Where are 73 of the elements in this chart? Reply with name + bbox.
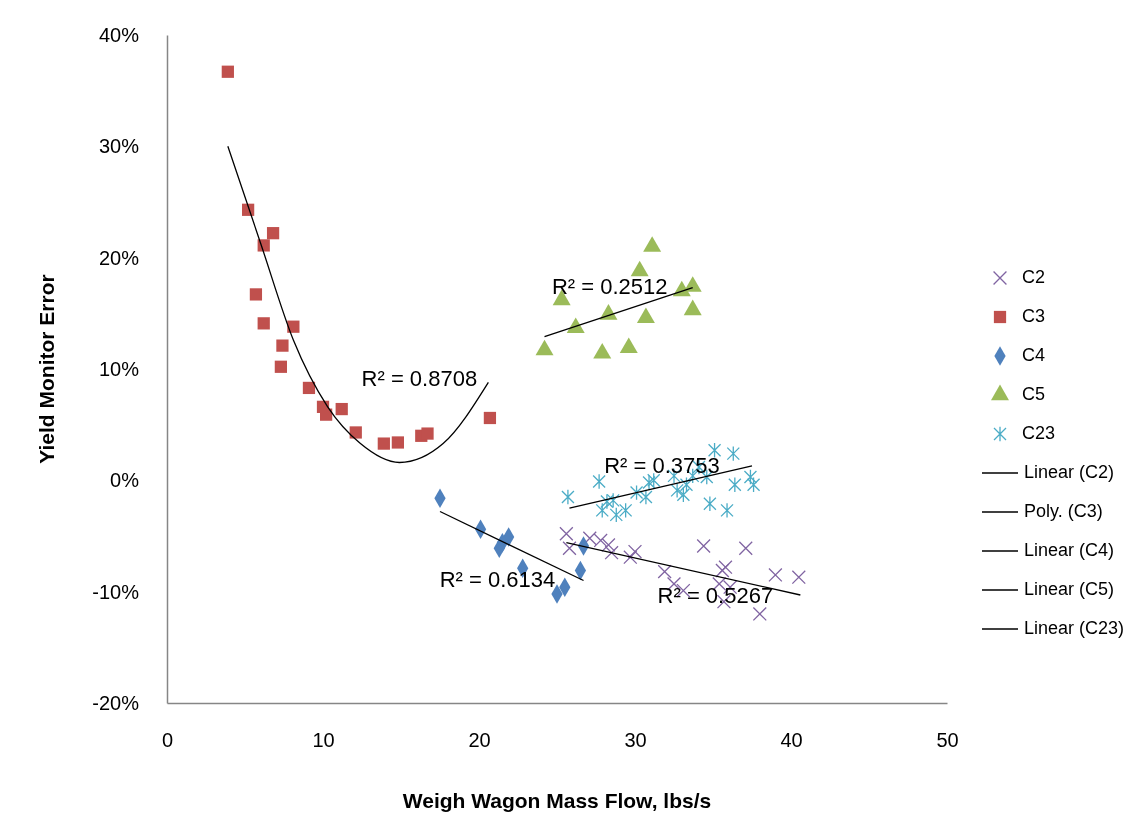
point bbox=[657, 564, 672, 579]
annotation: R² = 0.6134 bbox=[439, 567, 556, 593]
y-tick-label: 40% bbox=[98, 23, 140, 46]
legend-label: C4 bbox=[1022, 344, 1046, 365]
point bbox=[627, 544, 643, 559]
point bbox=[559, 526, 574, 541]
point bbox=[561, 489, 575, 505]
legend-label: Linear (C23) bbox=[1024, 617, 1125, 638]
point bbox=[768, 567, 783, 583]
point bbox=[726, 445, 740, 462]
line-series bbox=[227, 145, 490, 464]
point bbox=[257, 317, 270, 330]
point bbox=[266, 227, 280, 240]
point bbox=[391, 436, 404, 449]
x-tick-label: 0 bbox=[161, 729, 174, 752]
legend-label: C5 bbox=[1022, 383, 1046, 404]
y-tick-label: -20% bbox=[92, 691, 140, 714]
legend-label: Linear (C2) bbox=[1024, 461, 1115, 482]
point bbox=[642, 474, 656, 491]
point bbox=[601, 537, 616, 552]
point bbox=[276, 339, 289, 352]
point bbox=[639, 489, 653, 505]
point bbox=[703, 495, 717, 512]
point bbox=[696, 538, 711, 554]
x-tick-label: 30 bbox=[624, 729, 647, 752]
point bbox=[562, 541, 577, 556]
point bbox=[349, 426, 362, 439]
annotation: R² = 0.8708 bbox=[361, 366, 478, 392]
point bbox=[249, 288, 263, 301]
point bbox=[743, 469, 758, 485]
y-axis-title: Yield Monitor Error bbox=[35, 274, 58, 464]
point bbox=[676, 486, 691, 503]
legend-label: C2 bbox=[1022, 266, 1046, 287]
x-tick-label: 20 bbox=[468, 729, 491, 752]
point bbox=[623, 550, 638, 565]
point bbox=[629, 484, 644, 501]
annotation: R² = 0.5267 bbox=[657, 582, 774, 608]
point bbox=[221, 65, 234, 78]
point bbox=[791, 570, 806, 585]
y-tick-label: 0% bbox=[110, 469, 140, 492]
point bbox=[746, 476, 761, 493]
x-tick-label: 40 bbox=[780, 729, 803, 752]
y-tick-label: -10% bbox=[92, 580, 140, 603]
point bbox=[752, 606, 767, 622]
legend-label: Linear (C5) bbox=[1024, 578, 1115, 599]
point bbox=[592, 473, 606, 490]
y-tick-label: 10% bbox=[98, 357, 140, 380]
point bbox=[335, 402, 348, 416]
legend-label: Poly. (C3) bbox=[1024, 500, 1103, 521]
point bbox=[302, 381, 316, 395]
point bbox=[604, 545, 619, 560]
point bbox=[679, 476, 694, 493]
x-tick-label: 10 bbox=[312, 729, 335, 752]
legend-label: C23 bbox=[1022, 422, 1056, 443]
point bbox=[483, 411, 497, 425]
point bbox=[320, 408, 333, 421]
point bbox=[720, 502, 734, 519]
point bbox=[421, 427, 434, 440]
legend-label: C3 bbox=[1022, 305, 1046, 326]
point bbox=[274, 360, 287, 373]
point bbox=[647, 472, 661, 489]
point bbox=[728, 476, 742, 493]
point bbox=[738, 541, 753, 556]
point bbox=[618, 502, 633, 519]
legend-label: Linear (C4) bbox=[1024, 539, 1115, 560]
y-tick-label: 30% bbox=[98, 135, 140, 158]
x-axis-title: Weigh Wagon Mass Flow, lbs/s bbox=[402, 789, 712, 812]
y-tick-label: 20% bbox=[98, 246, 140, 269]
x-tick-label: 50 bbox=[936, 729, 959, 752]
point bbox=[377, 437, 390, 450]
point bbox=[595, 502, 609, 519]
annotation: R² = 0.2512 bbox=[551, 273, 668, 299]
point bbox=[600, 493, 614, 510]
